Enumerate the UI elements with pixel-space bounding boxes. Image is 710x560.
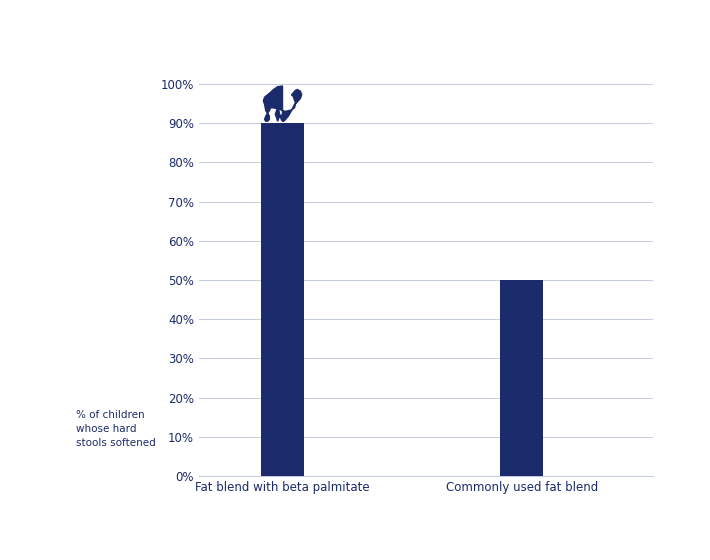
Bar	[500, 280, 543, 476]
Text: % of children
whose hard
stools softened: % of children whose hard stools softened	[76, 410, 156, 448]
Bar	[261, 123, 304, 476]
Polygon shape	[263, 86, 302, 122]
